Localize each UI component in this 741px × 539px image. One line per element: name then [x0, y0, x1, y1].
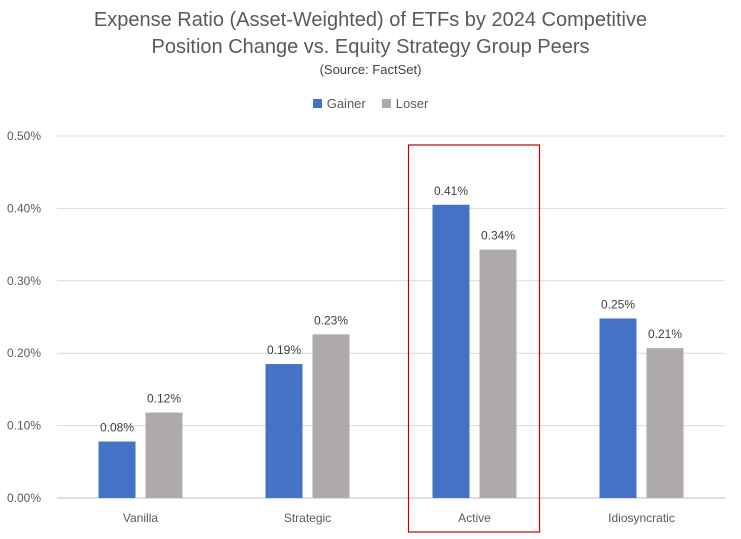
legend-label-gainer: Gainer [326, 96, 366, 111]
bar-gainer-strategic [265, 364, 303, 498]
bar-gainer-active [432, 204, 470, 498]
y-tick-label: 0.10% [7, 419, 41, 433]
data-label: 0.34% [481, 229, 515, 243]
y-tick-label: 0.20% [7, 346, 41, 360]
data-label: 0.19% [267, 343, 301, 357]
highlight-box [407, 144, 541, 533]
x-category-label: Active [458, 511, 491, 525]
bar-loser-active [479, 249, 517, 498]
y-tick-label: 0.40% [7, 201, 41, 215]
bar-gainer-idiosyncratic [599, 318, 637, 498]
data-label: 0.41% [434, 184, 468, 198]
legend-item-gainer: Gainer [312, 96, 366, 111]
legend-item-loser: Loser [381, 96, 429, 111]
bar-gainer-vanilla [98, 441, 136, 498]
x-category-label: Strategic [284, 511, 331, 525]
x-category-label: Idiosyncratic [608, 511, 675, 525]
y-tick-label: 0.30% [7, 274, 41, 288]
data-label: 0.08% [100, 421, 134, 435]
data-label: 0.25% [601, 297, 635, 311]
y-tick-label: 0.00% [7, 491, 41, 505]
legend-swatch-loser [381, 99, 391, 108]
bar-loser-vanilla [145, 412, 183, 498]
chart-subtitle: (Source: FactSet) [319, 62, 422, 77]
x-category-label: Vanilla [123, 511, 158, 525]
legend-swatch-gainer [312, 99, 322, 108]
legend-label-loser: Loser [395, 96, 429, 111]
data-label: 0.23% [314, 313, 348, 327]
chart-title-line-2: Position Change vs. Equity Strategy Grou… [151, 36, 590, 58]
chart-title-line-1: Expense Ratio (Asset-Weighted) of ETFs b… [93, 9, 648, 31]
data-label: 0.12% [147, 392, 181, 406]
legend: Gainer Loser [0, 96, 741, 111]
bar-loser-strategic [312, 334, 350, 498]
y-tick-label: 0.50% [7, 129, 41, 143]
bar-loser-idiosyncratic [646, 348, 684, 498]
data-label: 0.21% [648, 327, 682, 341]
